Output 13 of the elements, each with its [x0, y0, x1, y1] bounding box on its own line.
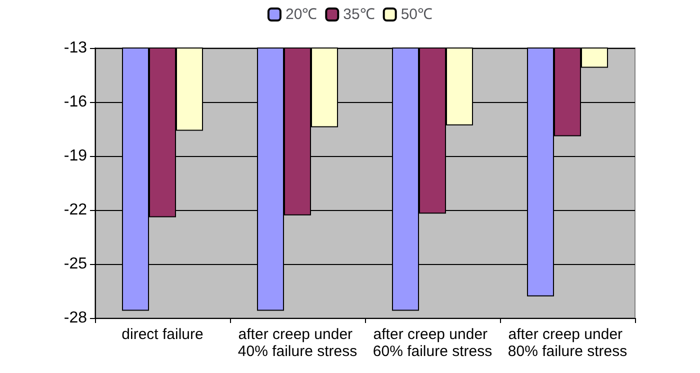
y-tick-label: -19: [64, 148, 88, 164]
legend-label: 20℃: [285, 6, 318, 23]
x-tick-label: after creep under 40% failure stress: [238, 326, 358, 360]
y-tick-label: -25: [64, 256, 88, 272]
x-tick-label: after creep under 60% failure stress: [372, 326, 492, 360]
x-tick-label: direct failure: [122, 326, 204, 343]
y-tick-label: -13: [64, 40, 88, 56]
legend-label: 35℃: [343, 6, 375, 23]
x-tick-label: after creep under 80% failure stress: [508, 326, 628, 360]
y-tick-label: -28: [64, 310, 88, 326]
y-tick-label: -22: [64, 202, 88, 218]
legend-label: 50℃: [400, 6, 433, 23]
y-tick-label: -16: [64, 94, 88, 110]
